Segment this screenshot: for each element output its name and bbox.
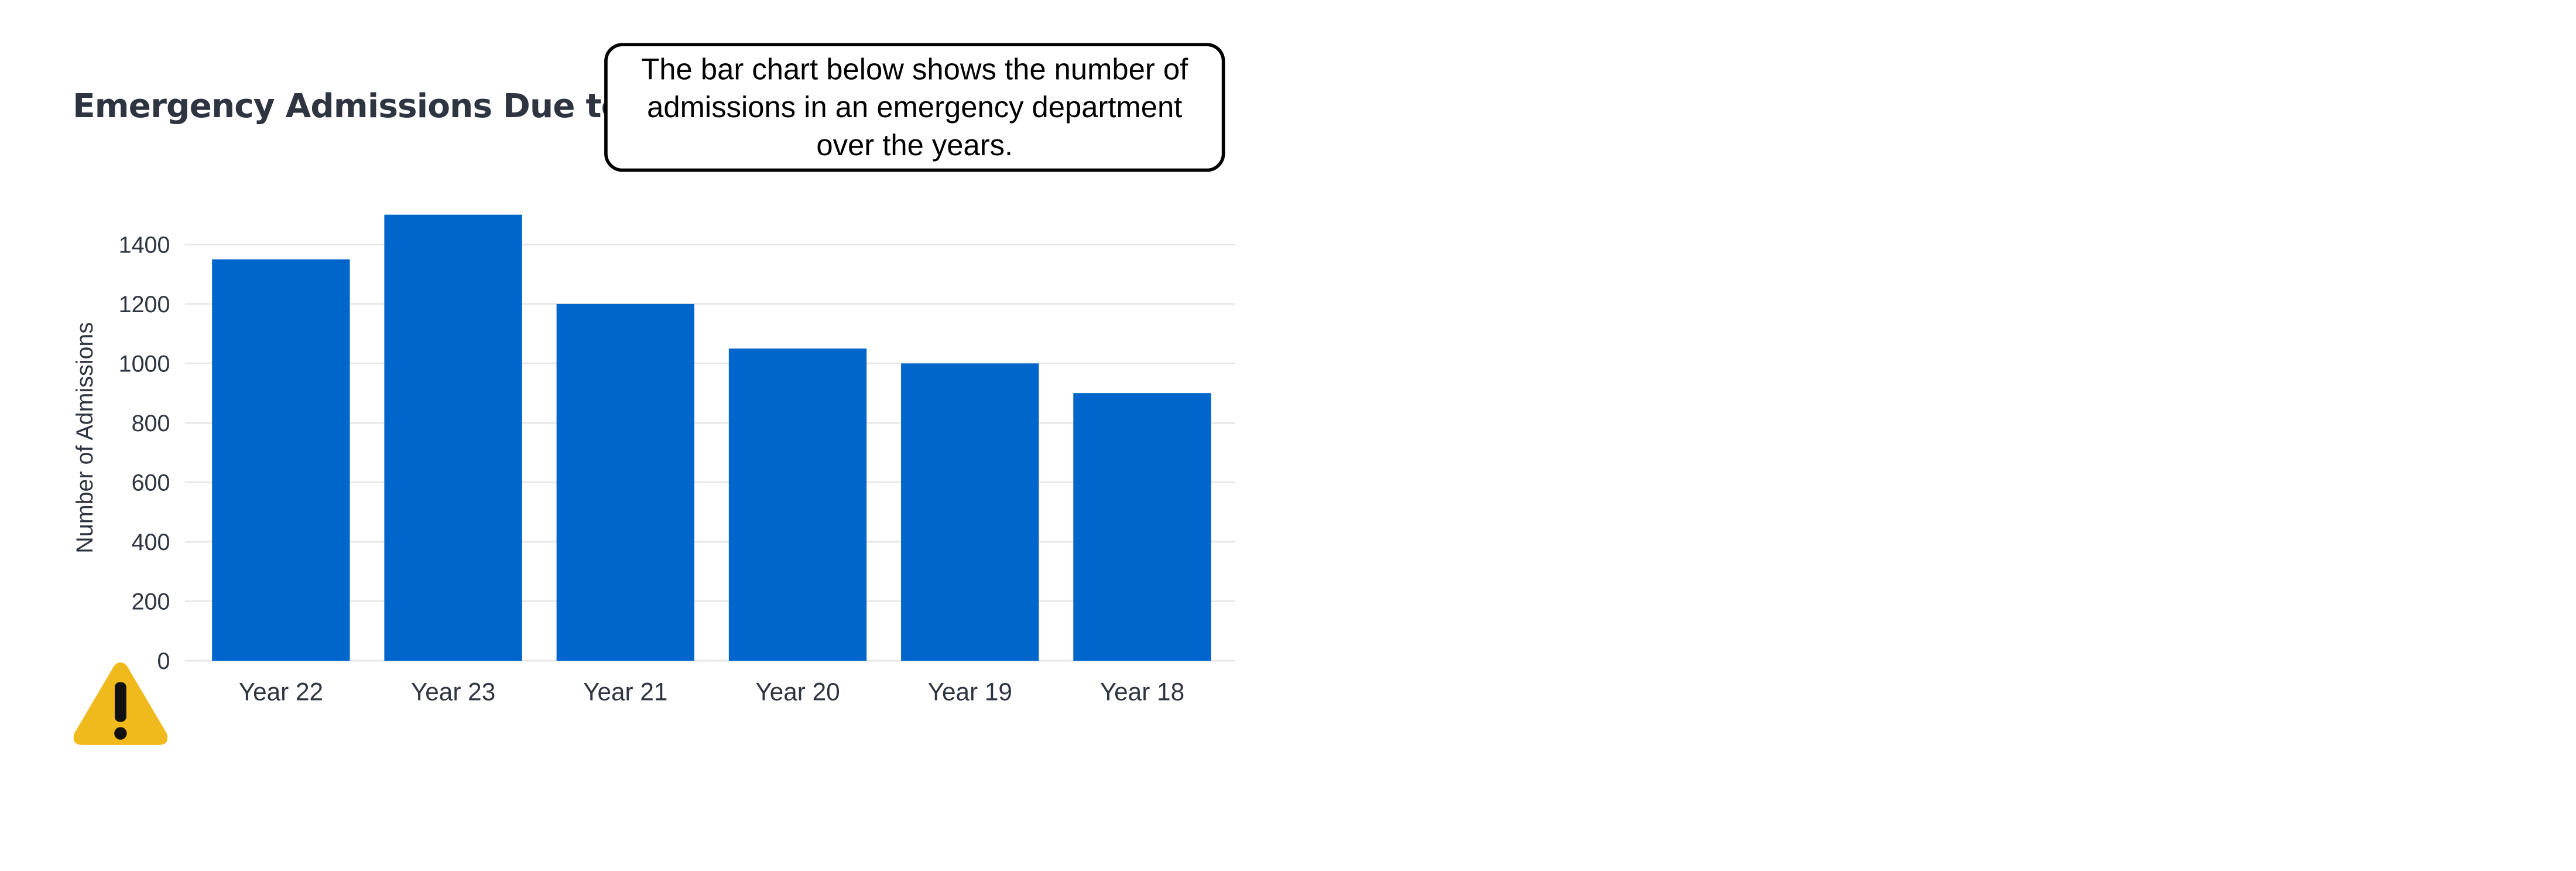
y-tick-label: 1200	[119, 292, 170, 317]
warning-triangle-icon	[73, 662, 168, 745]
bar	[384, 214, 522, 661]
y-tick-label: 1000	[119, 351, 170, 377]
x-tick-label: Year 21	[583, 678, 667, 706]
chart-title: Emergency Admissions Due to Flu	[73, 86, 691, 126]
x-tick-label: Year 19	[928, 678, 1012, 706]
chart-canvas: Emergency Admissions Due to Flu The bar …	[72, 43, 1235, 745]
y-tick-label: 800	[132, 411, 170, 436]
bar	[556, 303, 694, 661]
y-tick-label: 400	[132, 530, 170, 555]
callout-text: The bar chart below shows the number of …	[641, 52, 1188, 161]
x-tick-label: Year 22	[239, 678, 323, 706]
bar	[901, 363, 1039, 661]
y-tick-label: 200	[132, 589, 170, 615]
y-tick-label: 1400	[119, 232, 170, 258]
y-tick-label: 600	[132, 470, 170, 496]
x-tick-label: Year 18	[1100, 678, 1184, 706]
x-tick-label: Year 23	[411, 678, 495, 706]
bar-chart: 0 200 400 600 800 1000 1200 1400 Year 22 Year 23 Y…	[72, 214, 1235, 706]
x-tick-label: Year 20	[755, 678, 840, 706]
callout-box: The bar chart below shows the number of …	[604, 43, 1225, 172]
bar	[728, 349, 867, 661]
y-axis-label: Number of Admissions	[72, 322, 98, 554]
y-tick-label: 0	[157, 648, 170, 674]
bar	[1073, 393, 1211, 661]
bar	[212, 259, 350, 661]
